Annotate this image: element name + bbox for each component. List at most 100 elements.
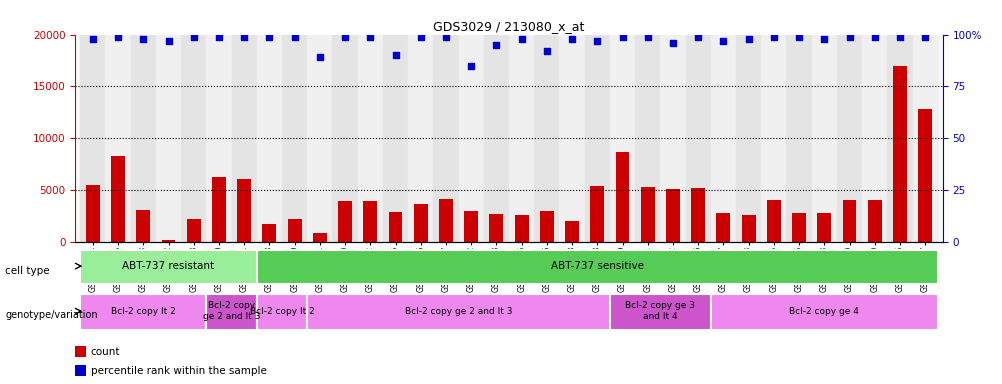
Bar — [263, 224, 277, 242]
Point — [891, 33, 907, 40]
Bar — [584, 35, 609, 242]
Point — [689, 33, 705, 40]
Bar — [257, 35, 282, 242]
Bar — [80, 250, 257, 284]
Bar — [439, 199, 453, 242]
Text: count: count — [91, 347, 120, 357]
Point — [816, 36, 832, 42]
Point — [387, 52, 403, 58]
Point — [185, 33, 201, 40]
Point — [160, 38, 176, 44]
Point — [916, 33, 932, 40]
Bar — [338, 202, 352, 242]
Bar — [912, 35, 937, 242]
Text: ABT-737 sensitive: ABT-737 sensitive — [550, 261, 643, 271]
Bar — [767, 200, 780, 242]
Bar — [710, 35, 735, 242]
Point — [766, 33, 782, 40]
Point — [438, 33, 454, 40]
Bar — [80, 294, 206, 330]
Point — [714, 38, 730, 44]
Bar — [358, 35, 383, 242]
Bar — [408, 35, 433, 242]
Bar — [685, 35, 710, 242]
Bar — [609, 35, 634, 242]
Point — [135, 36, 151, 42]
Bar — [817, 213, 831, 242]
Bar — [659, 35, 685, 242]
Point — [362, 33, 378, 40]
Bar — [383, 35, 408, 242]
Bar — [609, 294, 710, 330]
Bar — [105, 35, 130, 242]
Bar — [514, 215, 528, 242]
Bar — [640, 187, 654, 242]
Bar — [136, 210, 150, 242]
Point — [563, 36, 579, 42]
Point — [538, 48, 554, 54]
Bar — [414, 204, 427, 242]
Bar — [665, 189, 679, 242]
Bar — [111, 156, 125, 242]
Point — [739, 36, 756, 42]
Bar — [887, 35, 912, 242]
Text: Bcl-2 copy
ge 2 and lt 3: Bcl-2 copy ge 2 and lt 3 — [202, 301, 261, 321]
Text: ABT-737 resistant: ABT-737 resistant — [122, 261, 214, 271]
Bar — [206, 294, 257, 330]
Bar — [917, 109, 931, 242]
Bar — [231, 35, 257, 242]
Bar — [313, 233, 327, 242]
Bar — [161, 240, 175, 242]
Bar — [735, 35, 761, 242]
Bar — [892, 66, 906, 242]
Bar — [508, 35, 534, 242]
Bar — [458, 35, 483, 242]
Bar — [862, 35, 887, 242]
Bar — [710, 294, 937, 330]
Bar — [559, 35, 584, 242]
Bar — [836, 35, 862, 242]
Bar — [761, 35, 786, 242]
Bar — [288, 219, 302, 242]
Bar — [282, 35, 307, 242]
Title: GDS3029 / 213080_x_at: GDS3029 / 213080_x_at — [433, 20, 584, 33]
Bar — [615, 152, 629, 242]
Text: Bcl-2 copy lt 2: Bcl-2 copy lt 2 — [111, 307, 175, 316]
Bar — [155, 35, 181, 242]
Point — [791, 33, 807, 40]
Bar — [433, 35, 458, 242]
Point — [110, 33, 126, 40]
Point — [235, 33, 252, 40]
Bar — [181, 35, 206, 242]
Text: Bcl-2 copy ge 2 and lt 3: Bcl-2 copy ge 2 and lt 3 — [405, 307, 512, 316]
Point — [262, 33, 278, 40]
Point — [210, 33, 226, 40]
Bar — [792, 213, 806, 242]
Bar — [307, 35, 332, 242]
Bar — [186, 219, 200, 242]
Point — [866, 33, 882, 40]
Bar — [332, 35, 358, 242]
Bar — [257, 250, 937, 284]
Bar — [80, 35, 105, 242]
Point — [412, 33, 428, 40]
Bar — [483, 35, 508, 242]
Point — [463, 63, 479, 69]
Point — [841, 33, 857, 40]
Point — [513, 36, 529, 42]
Bar — [690, 188, 704, 242]
Bar — [75, 346, 85, 357]
Text: Bcl-2 copy ge 3
and lt 4: Bcl-2 copy ge 3 and lt 4 — [624, 301, 694, 321]
Bar — [464, 211, 478, 242]
Point — [287, 33, 303, 40]
Bar — [534, 35, 559, 242]
Bar — [740, 215, 755, 242]
Bar — [211, 177, 225, 242]
Bar — [75, 365, 85, 376]
Bar — [715, 213, 729, 242]
Bar — [489, 214, 503, 242]
Bar — [206, 35, 231, 242]
Bar — [564, 221, 578, 242]
Point — [312, 54, 328, 60]
Bar — [867, 200, 881, 242]
